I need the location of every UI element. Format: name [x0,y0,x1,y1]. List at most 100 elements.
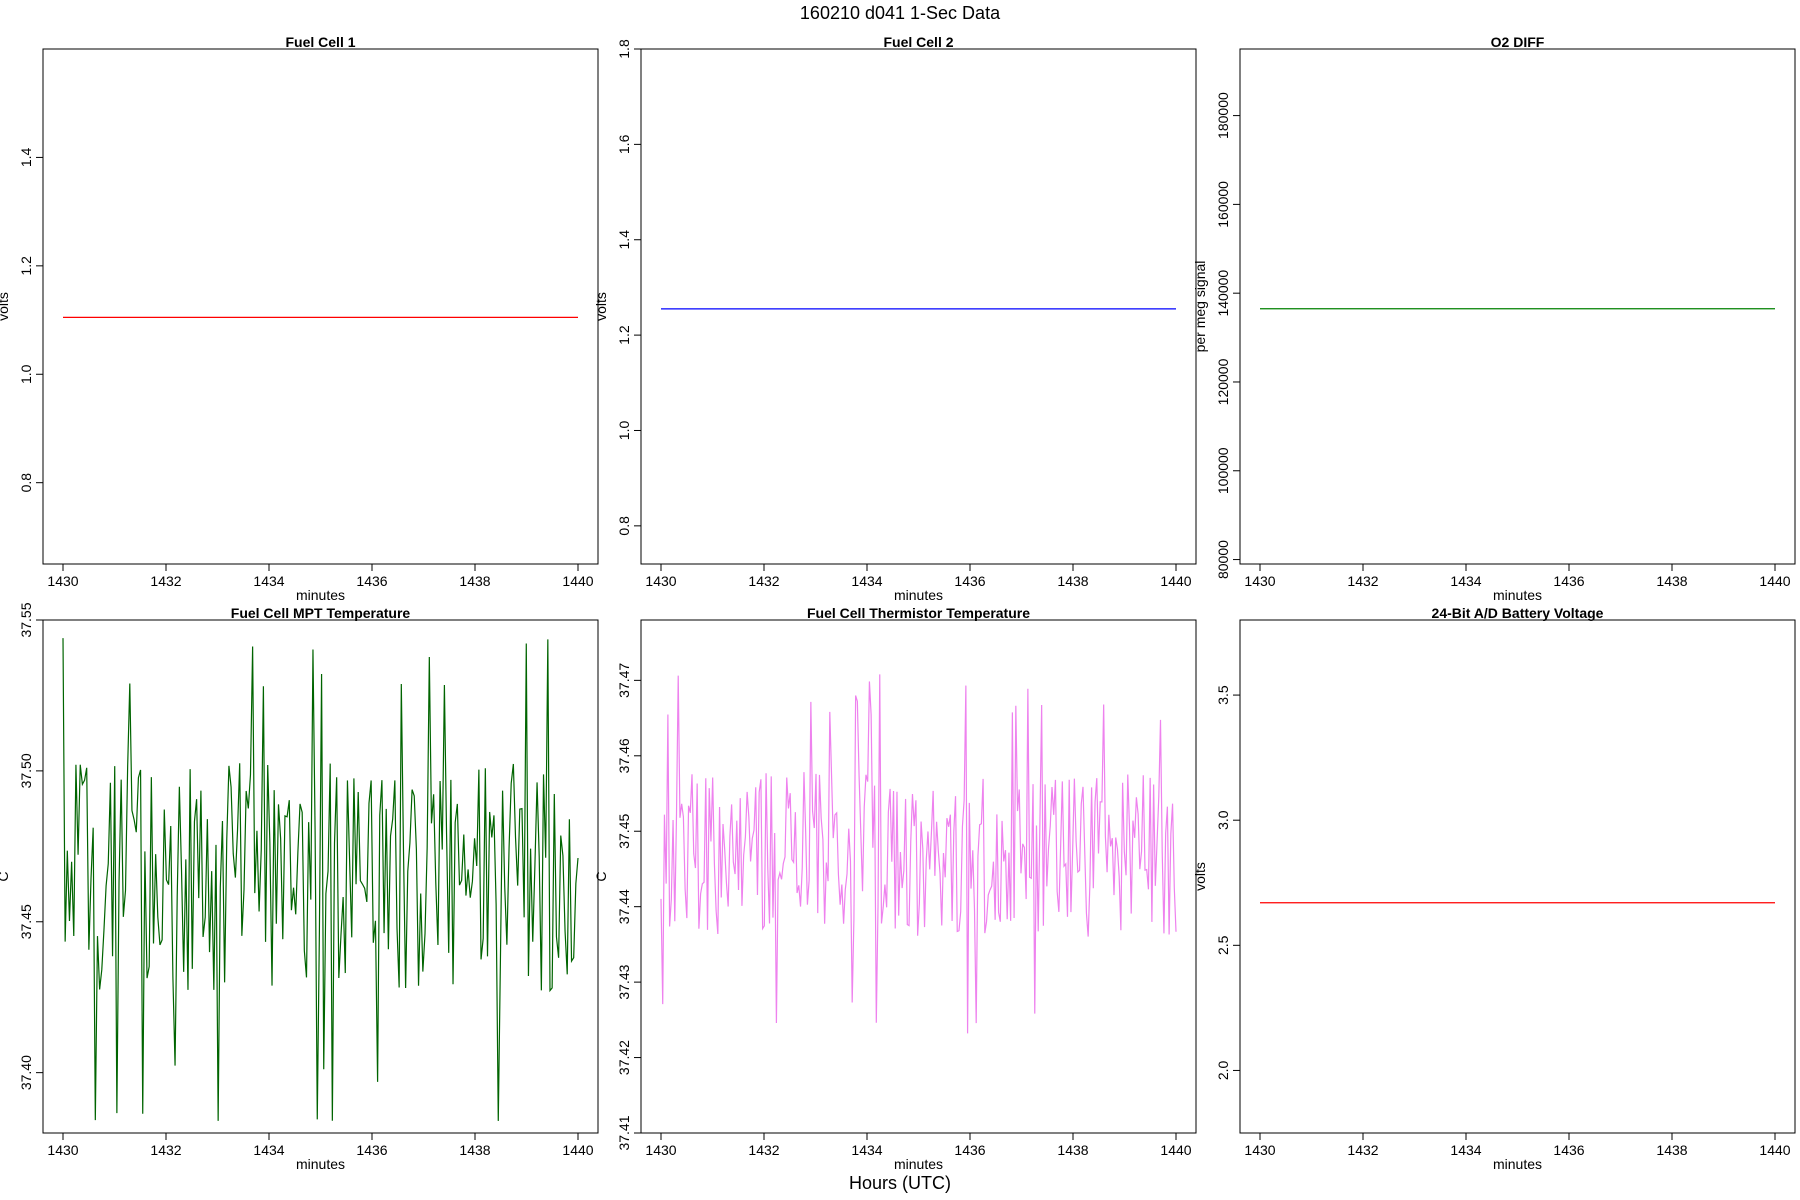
x-tick-label: 1436 [954,1142,985,1158]
y-tick-label: 120000 [1215,358,1231,405]
x-axis-label: minutes [296,1156,345,1172]
x-axis-label: minutes [1493,587,1542,603]
y-tick-label: 37.41 [616,1115,632,1150]
y-axis-label: C [593,871,609,881]
chart-title: 24-Bit A/D Battery Voltage [1432,605,1604,621]
x-tick-label: 1436 [356,573,387,589]
y-axis-label: per meg signal [1192,261,1208,353]
x-tick-label: 1432 [150,1142,181,1158]
x-tick-label: 1430 [47,573,78,589]
series-line [660,674,1177,1034]
y-tick-label: 1.0 [18,364,34,384]
x-tick-label: 1440 [1759,1142,1790,1158]
x-tick-label: 1430 [1244,573,1275,589]
x-tick-label: 1438 [1656,1142,1687,1158]
x-tick-label: 1436 [954,573,985,589]
y-tick-label: 3.0 [1215,810,1231,830]
y-tick-label: 37.46 [616,738,632,773]
x-tick-label: 1430 [47,1142,78,1158]
x-tick-label: 1438 [1057,1142,1088,1158]
x-tick-label: 1434 [253,573,284,589]
chart-title: Fuel Cell MPT Temperature [231,605,411,621]
y-tick-label: 0.8 [18,473,34,493]
x-tick-label: 1430 [645,573,676,589]
x-tick-label: 1440 [562,573,593,589]
y-tick-label: 37.42 [616,1040,632,1075]
y-axis-label: volts [593,292,609,321]
x-tick-label: 1430 [645,1142,676,1158]
y-tick-label: 80000 [1215,540,1231,579]
y-tick-label: 37.55 [18,602,34,637]
y-tick-label: 1.4 [616,230,632,250]
y-tick-label: 37.45 [18,904,34,939]
plot-frame [640,619,1197,1134]
y-tick-label: 100000 [1215,447,1231,494]
y-tick-label: 37.47 [616,663,632,698]
x-tick-label: 1430 [1244,1142,1275,1158]
x-tick-label: 1434 [253,1142,284,1158]
x-tick-label: 1436 [356,1142,387,1158]
y-tick-label: 1.2 [18,256,34,276]
y-tick-label: 2.0 [1215,1060,1231,1080]
y-tick-label: 3.5 [1215,685,1231,705]
y-tick-label: 2.5 [1215,935,1231,955]
x-tick-label: 1434 [1450,1142,1481,1158]
y-tick-label: 37.40 [18,1055,34,1090]
y-axis-label: C [0,871,11,881]
x-axis-label: minutes [296,587,345,603]
x-tick-label: 1436 [1553,1142,1584,1158]
chart-panel-1: Fuel Cell 1 1430 1432 1434 1436 1438 1440 minut… [0,34,599,603]
y-tick-label: 1.0 [616,421,632,441]
chart-panel-4: Fuel Cell MPT Temperature 1430 1432 1434 143… [0,602,599,1172]
chart-panel-6: 24-Bit A/D Battery Voltage 1430 1432 1434 14… [1192,605,1796,1172]
y-tick-label: 1.2 [616,325,632,345]
x-tick-label: 1438 [1057,573,1088,589]
chart-panel-3: O2 DIFF 1430 1432 1434 1436 1438 1440 minutes 80… [1192,34,1796,603]
y-tick-label: 1.6 [616,134,632,154]
y-tick-label: 160000 [1215,181,1231,228]
x-axis-label: minutes [894,587,943,603]
x-tick-label: 1440 [1759,573,1790,589]
x-tick-label: 1432 [1347,573,1378,589]
y-tick-label: 37.44 [616,889,632,924]
x-tick-label: 1434 [1450,573,1481,589]
x-tick-label: 1438 [1656,573,1687,589]
y-tick-label: 180000 [1215,92,1231,139]
x-axis-label: minutes [1493,1156,1542,1172]
chart-panel-2: Fuel Cell 2 1430 1432 1434 1436 1438 1440 minut… [593,34,1197,603]
y-tick-label: 37.43 [616,964,632,999]
x-tick-label: 1432 [748,1142,779,1158]
x-tick-label: 1436 [1553,573,1584,589]
plot-frame [1239,48,1796,565]
chart-panel-5: Fuel Cell Thermistor Temperature 1430 1432… [593,605,1197,1172]
x-tick-label: 1438 [459,573,490,589]
series-line [62,638,579,1121]
x-tick-label: 1432 [150,573,181,589]
x-axis-label: minutes [894,1156,943,1172]
panels-group: Fuel Cell 1 1430 1432 1434 1436 1438 1440 minut… [0,34,1796,1172]
x-tick-label: 1440 [562,1142,593,1158]
plot-frame [42,619,599,1134]
x-tick-label: 1432 [748,573,779,589]
plot-frame [1239,619,1796,1134]
plot-frame [42,48,599,565]
x-tick-label: 1432 [1347,1142,1378,1158]
x-tick-label: 1440 [1160,1142,1191,1158]
chart-title: O2 DIFF [1491,34,1545,50]
y-tick-label: 140000 [1215,270,1231,317]
y-tick-label: 37.50 [18,753,34,788]
figure-title: 160210 d041 1-Sec Data [800,3,1001,23]
y-axis-label: volts [0,292,11,321]
plot-frame [640,48,1197,565]
x-tick-label: 1440 [1160,573,1191,589]
chart-title: Fuel Cell Thermistor Temperature [807,605,1030,621]
x-tick-label: 1434 [851,1142,882,1158]
x-tick-label: 1438 [459,1142,490,1158]
y-tick-label: 1.8 [616,39,632,59]
y-tick-label: 0.8 [616,516,632,536]
y-tick-label: 37.45 [616,814,632,849]
figure-x-axis-label: Hours (UTC) [849,1173,951,1193]
chart-title: Fuel Cell 1 [285,34,355,50]
chart-title: Fuel Cell 2 [883,34,953,50]
